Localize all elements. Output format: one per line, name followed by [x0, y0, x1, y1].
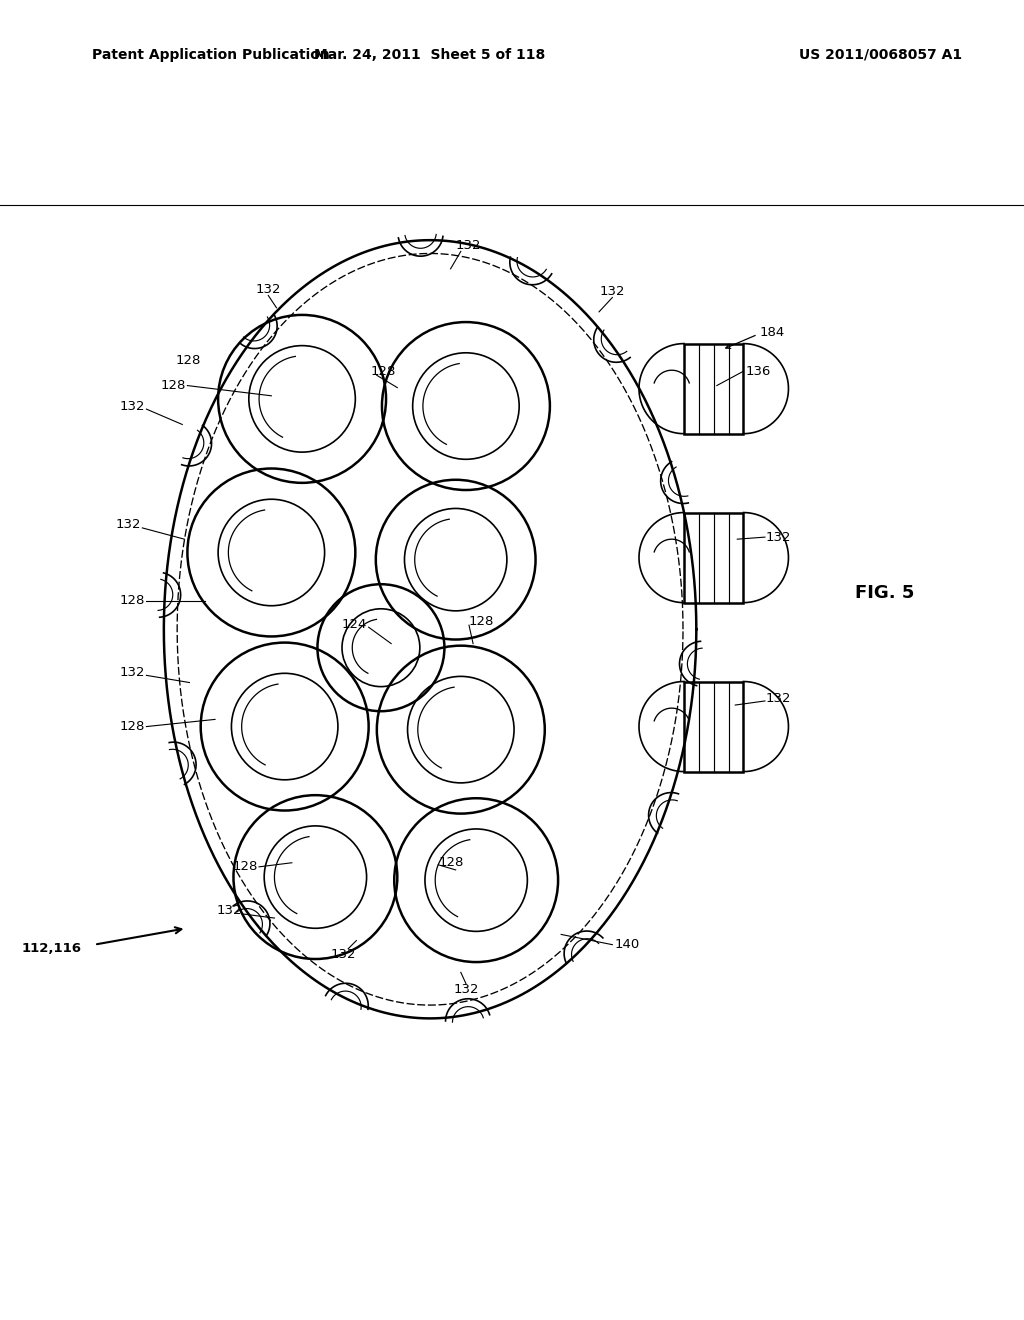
Text: 132: 132 — [116, 519, 141, 532]
Text: 112,116: 112,116 — [22, 942, 82, 956]
Text: 128: 128 — [161, 379, 186, 392]
Text: 132: 132 — [120, 665, 145, 678]
Text: 132: 132 — [456, 239, 480, 252]
Text: 128: 128 — [371, 364, 396, 378]
Text: 140: 140 — [614, 939, 640, 952]
Text: 128: 128 — [175, 355, 201, 367]
Text: Patent Application Publication: Patent Application Publication — [92, 48, 330, 62]
Text: 136: 136 — [745, 364, 771, 378]
Text: 128: 128 — [438, 857, 464, 870]
Text: 132: 132 — [766, 531, 792, 544]
Text: 132: 132 — [766, 693, 792, 705]
Text: 132: 132 — [120, 400, 145, 413]
Text: 128: 128 — [232, 861, 258, 874]
Text: 128: 128 — [120, 721, 145, 733]
Text: 132: 132 — [256, 282, 281, 296]
Text: 184: 184 — [760, 326, 785, 339]
Text: 132: 132 — [331, 948, 355, 961]
Text: US 2011/0068057 A1: US 2011/0068057 A1 — [799, 48, 962, 62]
Text: 132: 132 — [216, 904, 242, 917]
Text: 132: 132 — [600, 285, 625, 298]
Text: 128: 128 — [469, 615, 495, 627]
Text: Mar. 24, 2011  Sheet 5 of 118: Mar. 24, 2011 Sheet 5 of 118 — [314, 48, 546, 62]
Text: FIG. 5: FIG. 5 — [855, 585, 914, 602]
Text: 132: 132 — [454, 983, 478, 997]
Text: 128: 128 — [120, 594, 145, 607]
Text: 124: 124 — [341, 618, 367, 631]
